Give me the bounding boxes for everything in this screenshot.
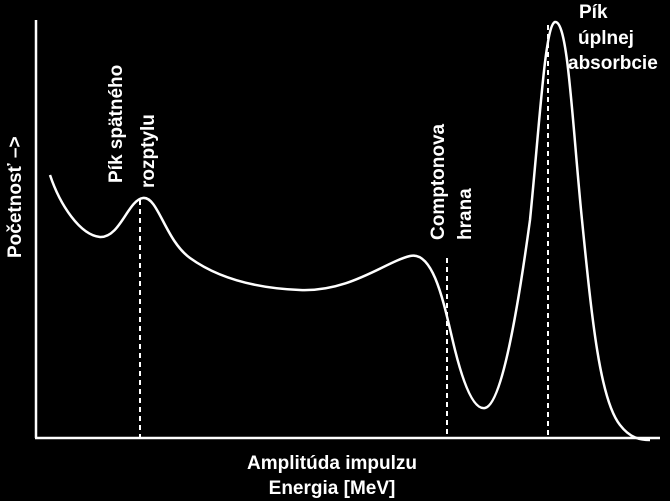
spectrum-curve [48, 20, 651, 442]
annotation: absorbcie [568, 53, 658, 74]
annotation: rozptylu [138, 114, 159, 188]
x-axis-label: Energia [MeV] [269, 478, 396, 499]
annotation: hrana [455, 188, 476, 240]
annotation: úplnej [578, 28, 634, 49]
y-axis-label: Početnosť –> [5, 136, 26, 258]
x-axis-label: Amplitúda impulzu [247, 453, 417, 474]
annotation: Pík spätného [106, 65, 127, 183]
annotation: Comptonova [428, 123, 449, 240]
annotation: Pík [579, 2, 608, 23]
